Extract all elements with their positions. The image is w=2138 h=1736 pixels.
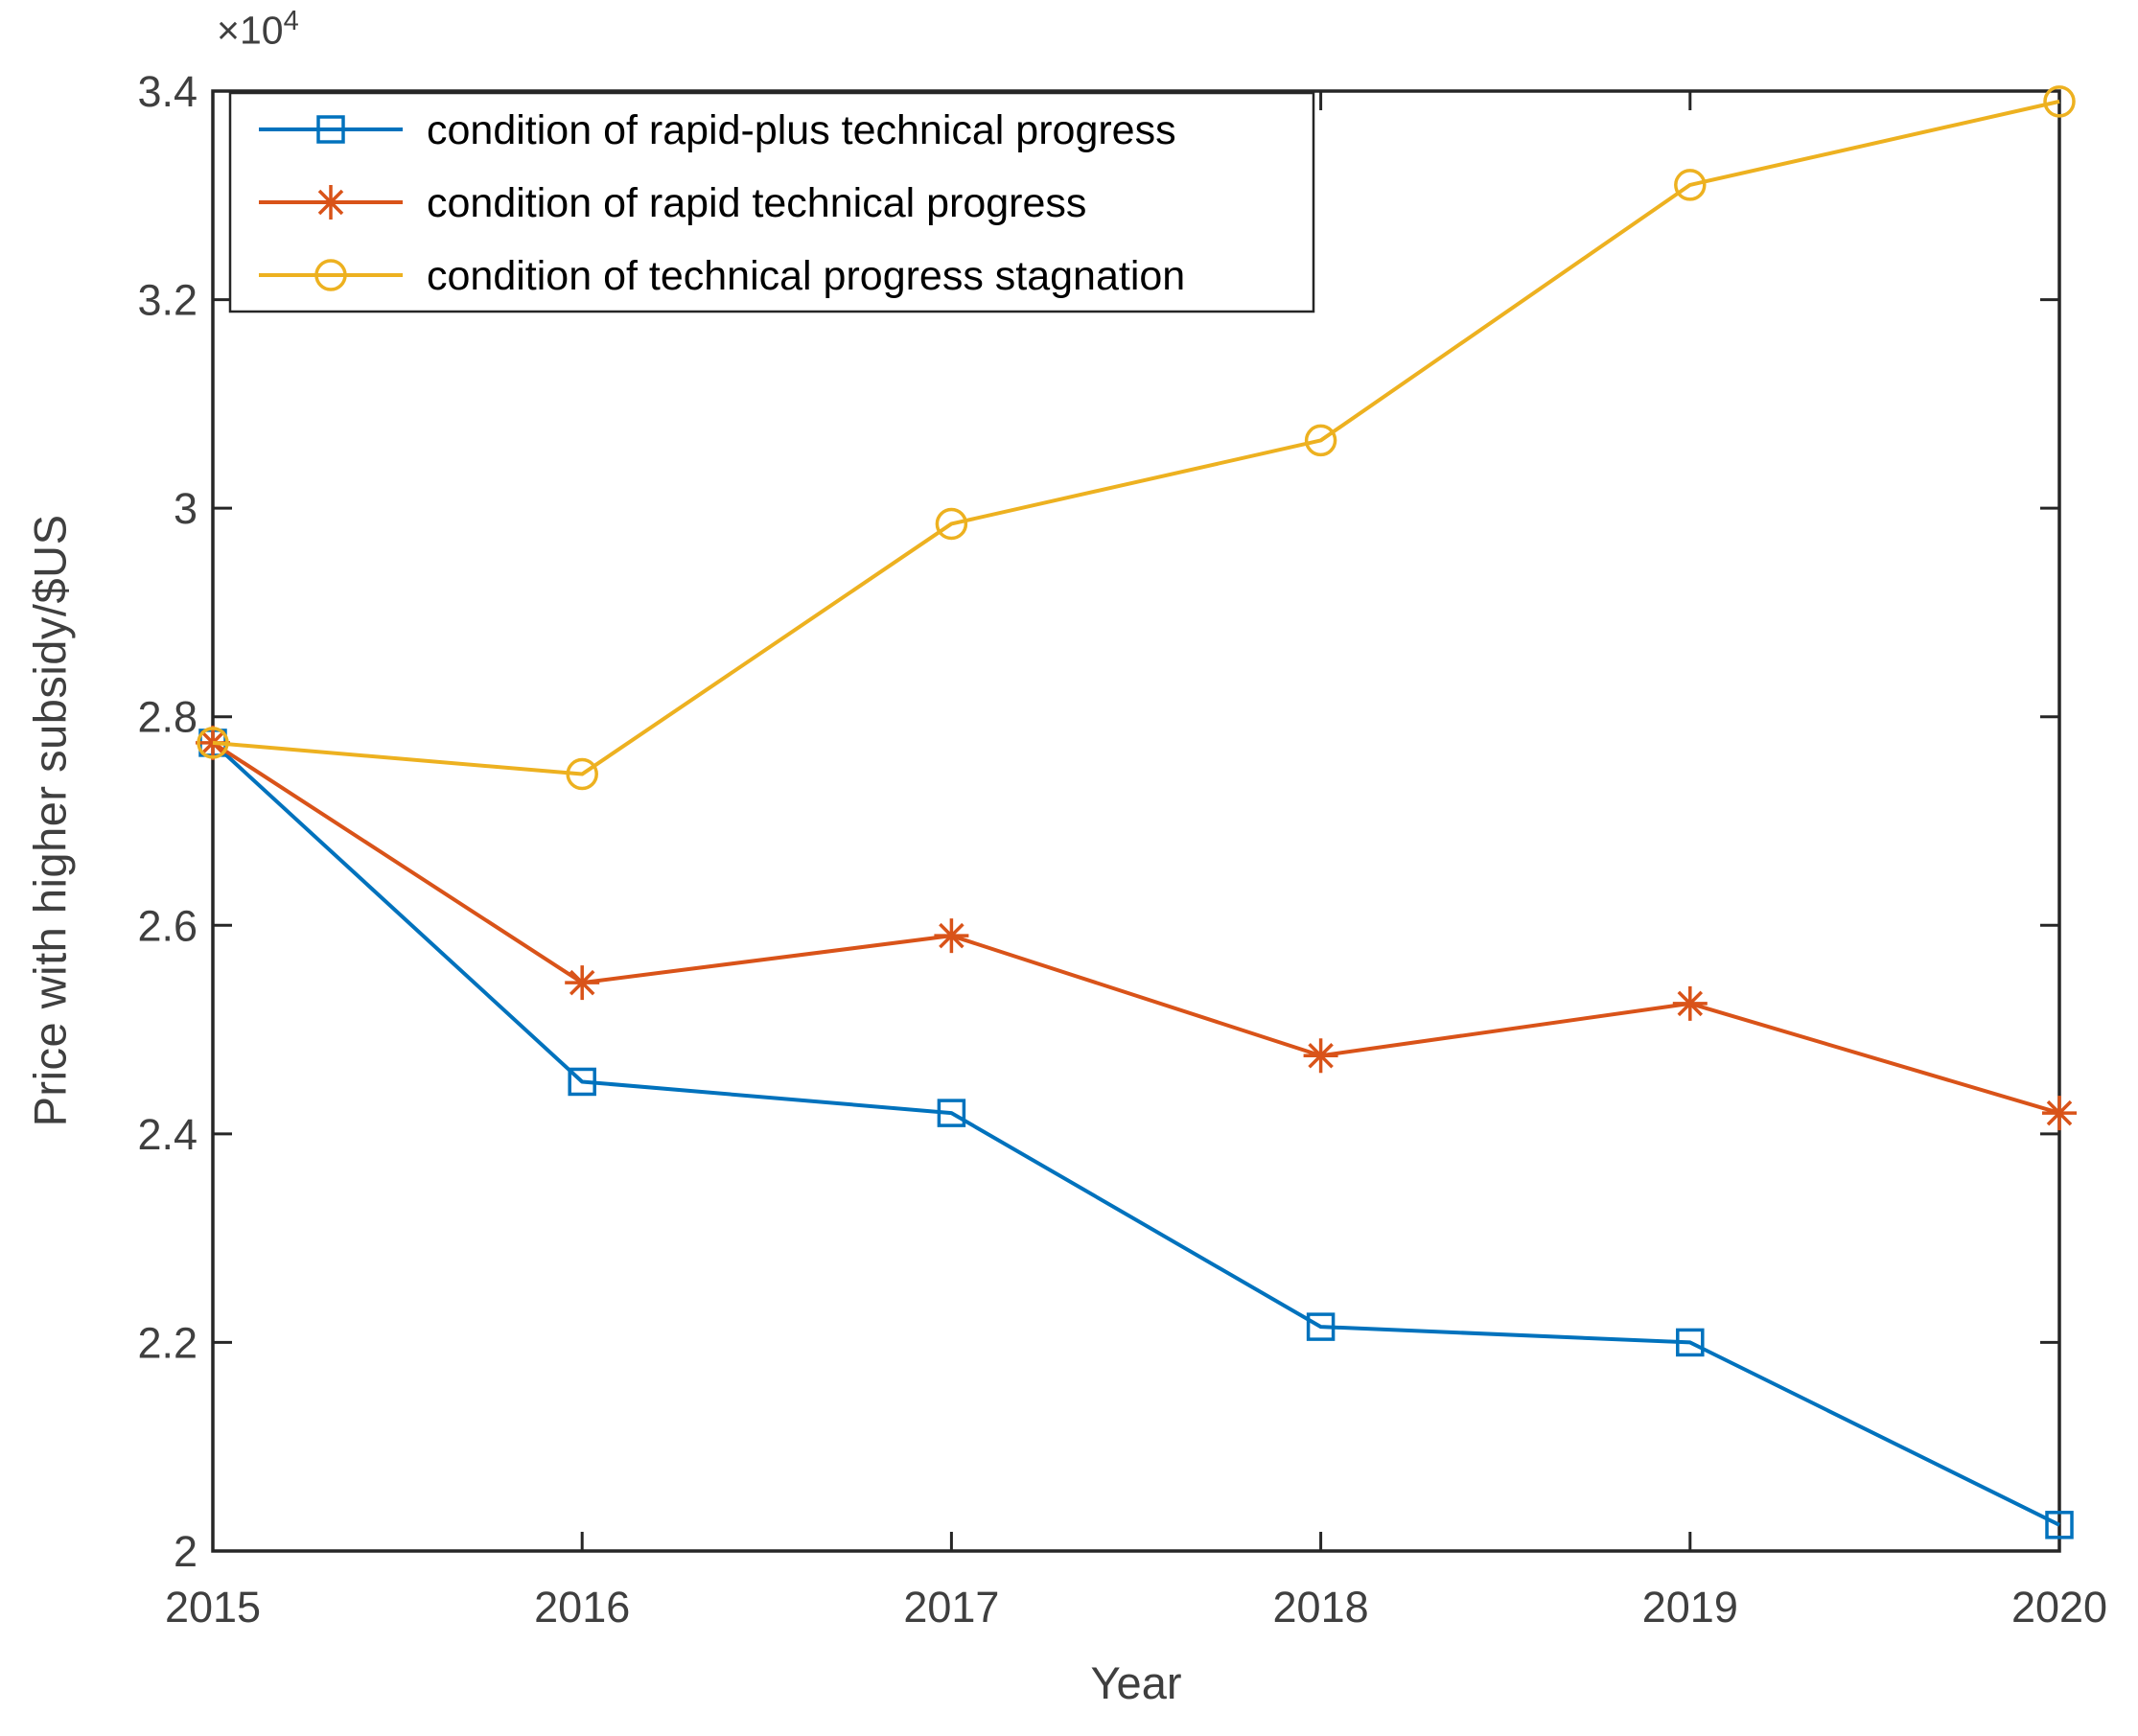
legend-label: condition of technical progress stagnati… xyxy=(427,253,1185,299)
data-point-circle-marker xyxy=(2043,85,2076,118)
y-axis-multiplier-exponent: 4 xyxy=(283,6,299,36)
data-point-square-marker xyxy=(316,115,345,144)
y-axis-label: Price with higher subsidy/$US xyxy=(24,514,76,1127)
data-point-asterisk-marker xyxy=(939,922,964,949)
data-point-square-marker xyxy=(2045,1511,2074,1539)
y-axis-multiplier: ×104 xyxy=(217,6,299,54)
data-point-circle-marker xyxy=(566,757,598,791)
x-tick-label: 2016 xyxy=(534,1583,630,1632)
y-tick-label: 2 xyxy=(174,1527,198,1576)
data-point-asterisk-marker xyxy=(1677,990,1704,1017)
x-tick-label: 2019 xyxy=(1642,1583,1738,1632)
x-tick-label: 2015 xyxy=(165,1583,261,1632)
y-axis-multiplier-base: ×10 xyxy=(217,8,284,53)
data-point-circle-marker xyxy=(197,727,229,759)
data-point-square-marker xyxy=(937,1099,966,1127)
data-point-square-marker xyxy=(568,1067,596,1097)
legend-label: condition of rapid technical progress xyxy=(427,180,1086,226)
data-point-circle-marker xyxy=(1674,169,1707,201)
x-tick-label: 2020 xyxy=(2011,1583,2107,1632)
y-tick-label: 2.4 xyxy=(137,1110,198,1159)
y-tick-label: 2.2 xyxy=(137,1318,198,1367)
x-tick-label: 2017 xyxy=(903,1583,999,1632)
data-point-asterisk-marker xyxy=(1308,1043,1334,1069)
data-point-circle-marker xyxy=(935,507,968,541)
data-point-square-marker xyxy=(1676,1328,1705,1357)
series-line-0 xyxy=(211,741,2060,1527)
y-tick-label: 3 xyxy=(174,484,198,533)
data-point-square-marker xyxy=(1306,1312,1336,1341)
x-tick-label: 2018 xyxy=(1273,1583,1369,1632)
series-line-1 xyxy=(211,741,2060,1116)
y-tick-label: 3.4 xyxy=(137,67,198,116)
data-point-asterisk-marker xyxy=(569,969,595,996)
series-line-2 xyxy=(212,99,2060,776)
y-tick-label: 2.8 xyxy=(137,693,198,742)
data-point-circle-marker xyxy=(314,259,347,291)
legend-label: condition of rapid-plus technical progre… xyxy=(427,107,1176,153)
data-point-asterisk-marker xyxy=(2046,1099,2073,1126)
y-tick-label: 2.6 xyxy=(137,901,198,950)
data-point-circle-marker xyxy=(1304,424,1337,457)
plot-box xyxy=(211,89,2061,1553)
data-point-asterisk-marker xyxy=(317,189,344,216)
y-tick-label: 3.2 xyxy=(137,276,198,325)
legend-box xyxy=(228,91,1315,313)
x-axis-label: Year xyxy=(1090,1657,1182,1708)
